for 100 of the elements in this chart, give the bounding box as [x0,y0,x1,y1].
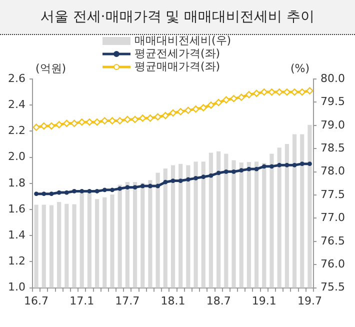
y2-tick-label: 75.5 [320,280,346,294]
point [63,120,70,127]
point [216,170,221,176]
legend-label: 평균전세가격(좌) [134,46,220,60]
point [116,117,124,124]
point [208,173,214,178]
point [201,174,206,180]
point [284,162,290,168]
x-tick-label: 19.7 [297,294,322,308]
point [49,192,54,196]
y-tick-label: 2.6 [8,72,26,85]
point [194,176,198,180]
point [270,164,274,169]
point [140,184,145,188]
point [156,184,160,188]
y-tick-label: 2.2 [8,124,26,138]
y-axis-title: (억원) [35,62,66,75]
point [230,94,238,102]
point [162,112,170,120]
point [78,118,86,126]
y-tick-label: 1.4 [8,228,26,242]
point [222,96,230,104]
point [239,168,244,173]
point [290,88,298,96]
y2-axis-title: (%) [290,62,310,75]
x-tick-label: 17.1 [70,294,94,308]
y-tick-label: 1.6 [8,202,26,216]
point [93,118,101,126]
y-tick-label: 1.2 [8,254,26,268]
point [207,102,215,109]
y2-tick-label: 80.0 [320,72,346,85]
point [132,185,138,190]
y-tick-label: 2.0 [8,150,26,164]
point [232,169,236,174]
y2-tick-label: 77.0 [320,211,346,224]
point [245,91,253,98]
point [176,108,184,116]
y2-tick-label: 76.0 [320,257,346,270]
point [40,122,48,130]
x-tick-label: 19.1 [252,294,276,308]
y-tick-label: 2.4 [8,98,26,111]
point [148,184,152,188]
point [94,189,100,194]
point [102,188,107,192]
point [300,162,304,166]
point [72,189,76,194]
point [262,164,266,169]
point [125,185,130,190]
point [169,109,177,117]
y2-tick-label: 77.5 [320,188,346,201]
point [252,90,260,97]
x-tick-label: 17.7 [115,294,140,308]
point [139,114,146,122]
point [32,124,40,131]
point [108,117,116,124]
point [246,166,252,172]
point [110,188,114,192]
point [42,192,46,196]
y2-tick-label: 78.0 [320,164,346,178]
point [163,180,168,184]
point [200,104,207,112]
point [283,88,291,96]
point [178,178,183,183]
legend-label: 매매대비전세비(우) [134,34,232,47]
y2-tick-label: 78.5 [320,141,346,154]
point [254,166,259,172]
point [214,98,222,106]
point [170,178,176,183]
point [238,94,245,101]
y2-tick-label: 76.5 [320,234,346,248]
point [146,114,154,122]
point [64,190,69,195]
point [124,116,132,124]
point [48,122,56,130]
point [118,186,122,191]
x-tick-label: 18.7 [206,294,231,308]
point [292,162,297,168]
point [192,105,200,113]
point [86,118,94,126]
point [308,162,312,166]
point [277,162,282,168]
point [154,113,162,120]
point [298,88,306,96]
legend-label: 평균매매가격(좌) [134,60,220,73]
y2-tick-label: 79.0 [320,118,346,132]
point [87,189,92,194]
point [80,189,84,194]
point [184,106,192,114]
point [101,117,108,124]
x-tick-label: 18.1 [160,294,186,308]
chart-title: 서울 전세·매매가격 및 매매대비전세비 추이 [0,0,355,35]
point [306,87,314,94]
x-tick-label: 16.7 [24,294,49,308]
point [268,88,276,96]
point [224,169,228,174]
point [131,116,139,124]
point [34,192,38,196]
point [55,121,63,128]
point [186,177,190,182]
y2-tick-label: 79.5 [320,95,346,108]
